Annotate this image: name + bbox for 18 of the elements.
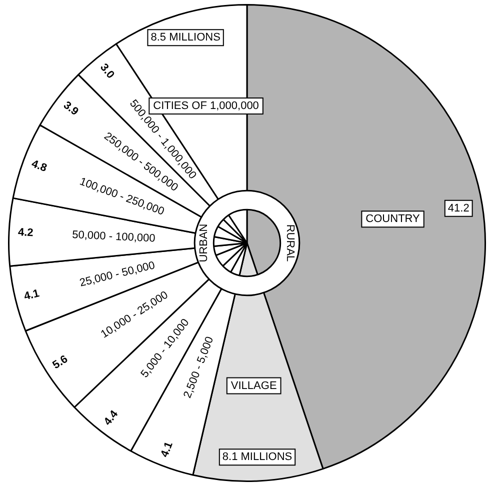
data-label: 3.0: [98, 62, 116, 81]
data-label: 4.1: [158, 440, 176, 459]
data-label: 8.5 MILLIONS: [150, 32, 220, 44]
data-label: 4.1: [22, 288, 40, 303]
data-label: 4.2: [18, 226, 34, 240]
slice-label: 50,000 - 100,000: [72, 228, 156, 245]
data-label: 8.1 MILLIONS: [222, 451, 292, 464]
slice-label: 25,000 - 50,000: [78, 260, 156, 290]
data-label: 3.9: [61, 99, 80, 118]
text: RURAL: [284, 224, 296, 262]
slice-label: 2,500 - 5,000: [182, 335, 216, 400]
slice-label: VILLAGE: [230, 380, 277, 392]
data-label: 41.2: [448, 202, 470, 214]
data-label: 4.8: [30, 158, 48, 175]
data-label: 5.6: [50, 353, 70, 372]
text: URBAN: [198, 224, 210, 262]
slice-label: COUNTRY: [366, 213, 421, 226]
data-label: 4.4: [102, 408, 122, 428]
